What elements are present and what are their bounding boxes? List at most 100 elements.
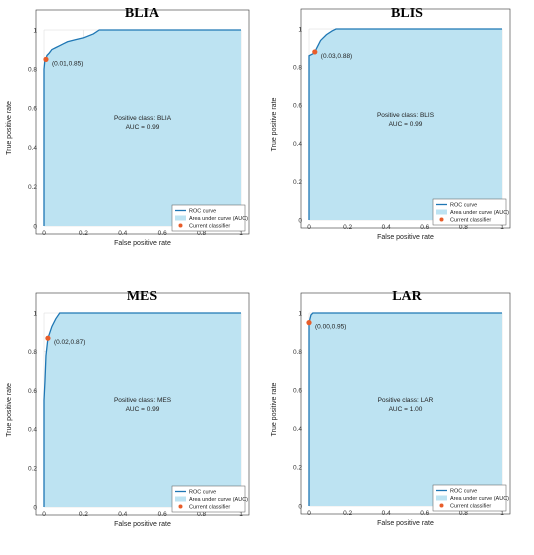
y-tick-label: 0.8 (28, 67, 37, 74)
y-axis-label: True positive rate (271, 382, 278, 436)
legend-auc-swatch (175, 215, 186, 221)
x-tick-label: 0.4 (118, 511, 127, 518)
y-tick-label: 0 (33, 223, 37, 230)
x-tick-label: 0.8 (459, 224, 468, 231)
y-tick-label: 0 (298, 217, 302, 224)
y-tick-label: 0.2 (28, 466, 37, 473)
x-tick-label: 0 (42, 230, 46, 237)
legend-point-label: Current classifier (189, 505, 230, 511)
roc-curve-line (308, 312, 502, 506)
positive-class-label: Positive class: MES (114, 397, 172, 404)
roc-curve-line (308, 28, 502, 220)
y-tick-label: 0.4 (28, 145, 37, 152)
y-tick-label: 0.8 (293, 349, 302, 356)
point-label: (0.01,0.85) (52, 60, 83, 67)
chart-panel-blia: BLIA 0 0.2 0.4 0.6 0.8 1 0 0.2 0.4 0.6 0.8 1 False po… (6, 6, 250, 247)
legend-auc-swatch (436, 495, 447, 501)
x-tick-label: 0.8 (197, 230, 206, 237)
axes-frame (300, 292, 511, 515)
y-tick-label: 1 (33, 27, 37, 34)
chart-panel-blis: BLIS 0 0.2 0.4 0.6 0.8 1 0 0.2 0.4 0.6 0.8 1 False po… (271, 6, 511, 241)
auc-label: AUC = 0.99 (389, 121, 423, 128)
legend-roc-label: ROC curve (450, 489, 477, 495)
x-tick-label: 0.6 (420, 224, 429, 231)
y-tick-label: 1 (33, 310, 37, 317)
auc-area (44, 313, 241, 507)
x-tick-label: 1 (500, 224, 504, 231)
x-tick-label: 0 (42, 511, 46, 518)
y-tick-label: 0.6 (28, 106, 37, 113)
x-axis-label: False positive rate (377, 234, 434, 241)
auc-label: AUC = 0.99 (126, 406, 160, 413)
legend-auc-label: Area under curve (AUC) (450, 496, 509, 502)
roc-curve-line (43, 312, 241, 507)
x-tick-label: 0.8 (459, 510, 468, 517)
positive-class-label: Positive class: LAR (378, 397, 434, 404)
auc-area (309, 313, 502, 506)
y-tick-label: 0.2 (293, 179, 302, 186)
y-axis-label: True positive rate (6, 383, 13, 437)
y-tick-label: 0.2 (293, 465, 302, 472)
legend-roc-label: ROC curve (189, 209, 216, 215)
x-tick-label: 0.2 (343, 224, 352, 231)
x-tick-label: 0.6 (158, 230, 167, 237)
y-tick-label: 1 (298, 26, 302, 33)
legend-box (171, 204, 246, 232)
x-tick-label: 0.4 (382, 510, 391, 517)
legend-point-swatch (178, 504, 183, 509)
x-tick-label: 0 (307, 510, 311, 517)
y-tick-label: 1 (298, 310, 302, 317)
axes-frame (35, 9, 250, 235)
legend-point-swatch (439, 503, 444, 508)
legend-auc-label: Area under curve (AUC) (189, 497, 248, 503)
x-tick-label: 0.4 (382, 224, 391, 231)
point-label: (0.02,0.87) (54, 339, 85, 346)
x-tick-label: 0.2 (79, 511, 88, 518)
positive-class-label: Positive class: BLIS (377, 112, 435, 119)
y-tick-label: 0.6 (28, 388, 37, 395)
y-tick-label: 0.8 (28, 349, 37, 356)
y-tick-label: 0 (33, 504, 37, 511)
auc-label: AUC = 1.00 (389, 406, 423, 413)
x-tick-label: 1 (500, 510, 504, 517)
y-axis-label: True positive rate (271, 97, 278, 151)
x-axis-label: False positive rate (114, 521, 171, 528)
y-tick-label: 0.4 (293, 426, 302, 433)
chart-panel-mes: MES 0 0.2 0.4 0.6 0.8 1 0 0.2 0.4 0.6 0.8 1 False pos… (6, 289, 250, 528)
positive-class-label: Positive class: BLIA (114, 115, 172, 122)
x-tick-label: 1 (239, 511, 243, 518)
current-classifier-point (43, 56, 49, 63)
legend-roc-label: ROC curve (450, 203, 477, 209)
point-label: (0.03,0.88) (321, 53, 352, 60)
x-tick-label: 0.2 (343, 510, 352, 517)
legend-roc-label: ROC curve (189, 490, 216, 496)
chart-title: BLIA (125, 6, 160, 21)
axes-frame (35, 292, 250, 516)
y-axis-label: True positive rate (6, 101, 13, 155)
x-axis-label: False positive rate (114, 240, 171, 247)
x-tick-label: 1 (239, 230, 243, 237)
y-tick-label: 0.6 (293, 388, 302, 395)
axes-frame (300, 8, 511, 229)
current-classifier-point (45, 335, 51, 341)
auc-label: AUC = 0.99 (126, 124, 160, 131)
legend-point-label: Current classifier (450, 504, 491, 510)
y-tick-label: 0.4 (293, 141, 302, 148)
chart-panel-lar: LAR 0 0.2 0.4 0.6 0.8 1 0 0.2 0.4 0.6 0.8 1 False pos… (271, 289, 511, 527)
y-tick-label: 0 (298, 503, 302, 510)
x-tick-label: 0.8 (197, 511, 206, 518)
legend-auc-swatch (436, 209, 447, 215)
y-tick-label: 0.8 (293, 65, 302, 72)
x-tick-label: 0 (307, 224, 311, 231)
auc-area (44, 30, 241, 226)
x-tick-label: 0.4 (118, 230, 127, 237)
x-tick-label: 0.2 (79, 230, 88, 237)
current-classifier-point (312, 49, 318, 55)
legend-point-swatch (439, 217, 444, 222)
legend-auc-swatch (175, 496, 186, 502)
y-tick-label: 0.6 (293, 103, 302, 110)
